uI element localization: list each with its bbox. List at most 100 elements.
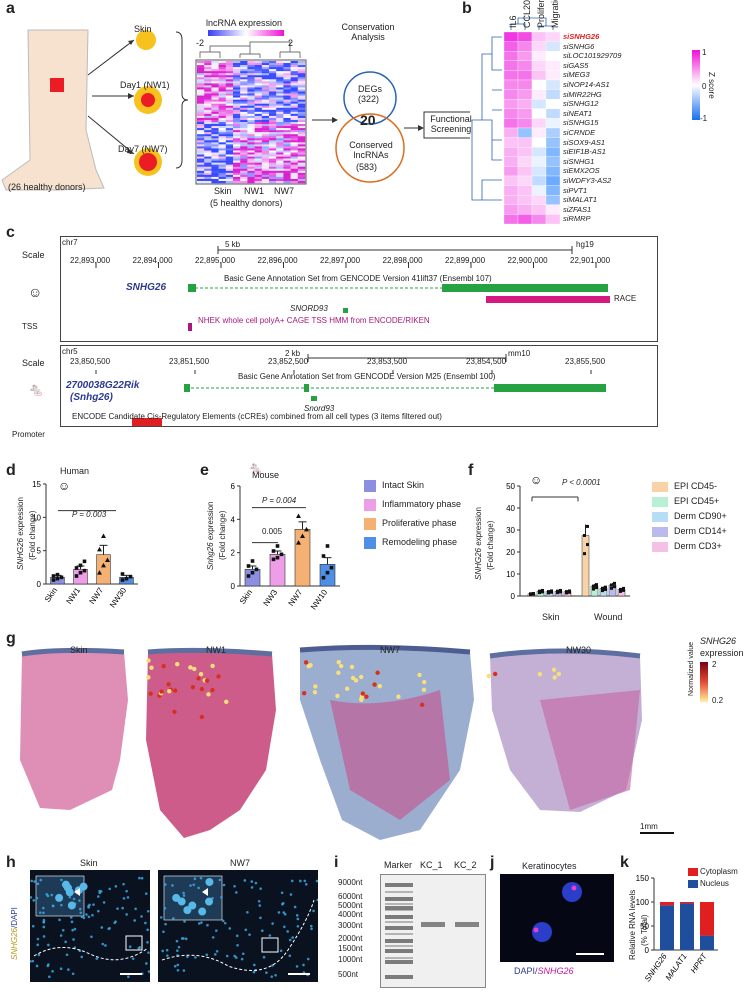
nucleus [206,923,209,927]
smear [385,915,413,917]
race-bar [486,296,610,303]
nucleus [228,927,232,930]
nucleus [288,954,292,958]
nucleus [95,957,99,960]
y-tick-label: 150 [636,874,650,883]
data-point [51,574,56,578]
nucleus [42,920,46,924]
panel-e-p1: 0.005 [262,527,283,536]
data-point [595,586,598,590]
data-point [296,540,301,545]
human-gene-name: SNHG26 [126,282,167,293]
nucleus [182,937,185,940]
nucleus [128,945,132,948]
data-point [541,588,544,592]
data-point [128,574,133,579]
human-tick: 22,899,000 [445,256,486,265]
heat-cell [503,175,519,186]
human-icon: ☺ [58,479,70,493]
nucleus [125,913,128,916]
nucleus [138,876,141,880]
data-point [78,563,83,568]
data-point [82,568,87,573]
data-point [604,585,607,589]
nucleus [258,904,262,907]
expression-spot [360,691,366,696]
expression-spot [353,678,359,683]
expression-spot [344,686,350,691]
expression-spot [417,672,422,678]
expression-spot [396,694,401,699]
heat-cell [545,51,561,61]
data-point [254,567,259,572]
y-tick-label: 10 [506,570,515,579]
nucleus [182,894,186,897]
nucleus [28,960,32,963]
row-label: siNOP14-AS1 [563,80,610,89]
heat-cell [517,41,533,52]
nucleus [277,911,281,914]
nucleus [85,913,88,916]
data-point [246,564,251,568]
nucleus [60,878,63,882]
data-point [610,586,613,590]
expression-spot [204,678,210,683]
zscore-color-bar [692,50,700,120]
nucleus [33,880,36,883]
y-tick-label: 50 [506,482,515,491]
nucleus [69,916,73,919]
nucleus [58,918,61,922]
data-point [586,524,589,528]
row-label: siSNHG1 [563,156,595,166]
nucleus [79,907,82,911]
zscore-tick-1: 1 [702,48,707,57]
section-skin-label: Skin [70,645,88,655]
heat-cell [517,31,533,42]
y-tick-label: 0 [511,592,516,601]
mouse-scalebar: 2 kb [285,349,301,358]
heat-cell [517,89,533,100]
nucleus [310,927,313,931]
expression-spot [146,658,151,663]
human-icon: ☺ [530,473,542,487]
nucleus [163,906,167,910]
nucleus [220,896,223,899]
expression-spot [537,671,543,677]
section-nw30-label: NW30 [566,645,592,655]
nucleus [244,928,248,932]
panel-e-p2: P = 0.004 [262,496,297,505]
nucleus [90,935,93,939]
heat-cell [531,166,547,177]
heat-cell [545,147,561,157]
human-icon: ☺ [28,284,43,300]
nucleus [29,896,33,899]
data-point [124,576,129,581]
expression-spot [364,694,369,699]
nucleus [32,899,36,902]
human-tick: 22,898,000 [382,256,423,265]
heat-cell [503,79,519,90]
promoter-label: Promoter [12,430,45,439]
data-point [329,565,334,570]
expression-spot [198,671,204,677]
nucleus [147,951,150,954]
nucleus [240,957,244,961]
y-tick-label: 0 [231,582,236,591]
nucleus [299,879,302,883]
nucleus [64,940,67,944]
kc1-band [421,922,445,927]
heat-cell [503,127,519,138]
nucleus [87,904,90,908]
h-skin-label: Skin [80,858,98,868]
zscore-label: Z score [707,72,716,99]
row-label: siMALAT1 [563,195,598,205]
nucleus [161,949,164,953]
size-marker: 2000nt [338,934,363,943]
panel-d-ylabel: SNHG26 expression [16,497,25,570]
g-legend-max: 2 [712,660,717,669]
nucleus [265,971,268,974]
heat-cell [545,175,561,186]
expression-spot [199,686,205,692]
degs-count: (322) [358,94,380,104]
nucleus-zoom [67,901,76,910]
